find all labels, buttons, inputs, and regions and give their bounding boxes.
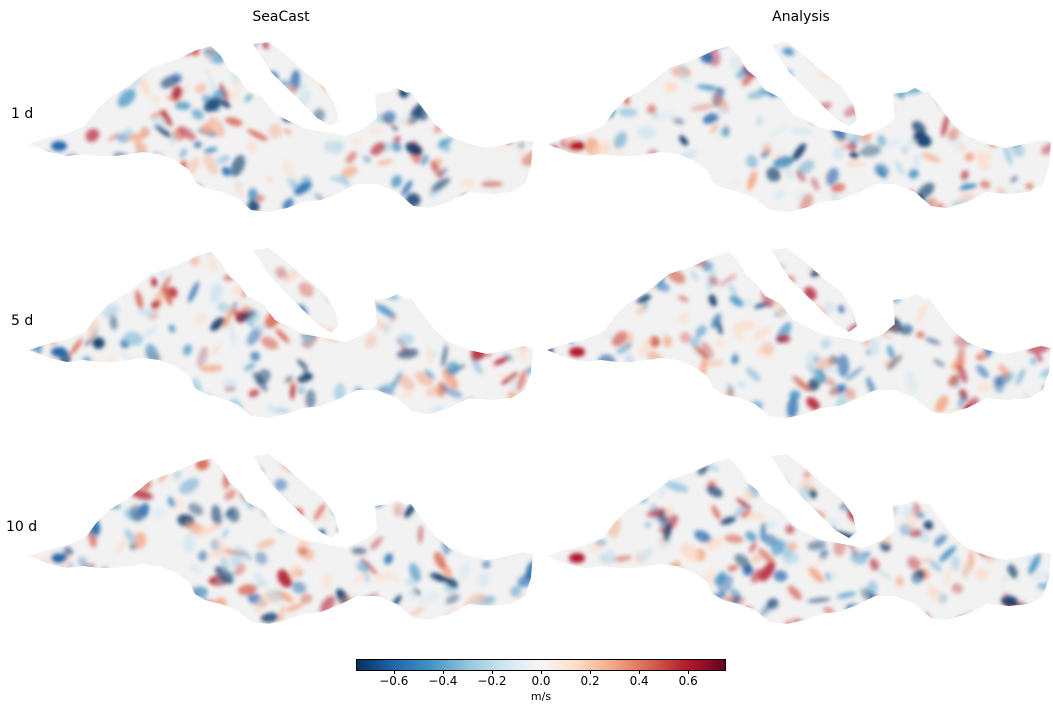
map-panel-seacast-5d: [25, 238, 537, 424]
colorbar-tick: [639, 670, 641, 674]
column-title-analysis: Analysis: [772, 9, 830, 25]
column-title-seacast: SeaCast: [252, 9, 310, 25]
colorbar: −0.6 −0.4 −0.2 0.0 0.2 0.4 0.6 m/s: [356, 659, 726, 703]
colorbar-tick: [491, 670, 493, 674]
colorbar-tick: [541, 670, 542, 674]
colorbar-tick: [688, 670, 690, 674]
map-panel-seacast-1d: [25, 32, 537, 218]
row-label-5d: 5 d: [11, 313, 34, 329]
map-image: [547, 454, 1051, 624]
colorbar-tick-label: 0.2: [580, 674, 600, 688]
colorbar-tick-label: −0.4: [428, 674, 458, 688]
colorbar-tick: [393, 670, 395, 674]
colorbar-units: m/s: [530, 690, 552, 703]
colorbar-tick: [442, 670, 444, 674]
colorbar-tick-label: 0.0: [531, 674, 551, 688]
colorbar-tick-label: 0.6: [678, 674, 698, 688]
colorbar-tick-label: −0.6: [379, 674, 409, 688]
map-panel-analysis-1d: [543, 32, 1053, 218]
row-label-1d: 1 d: [11, 106, 34, 122]
colorbar-tick-label: −0.2: [477, 674, 507, 688]
map-panel-analysis-5d: [543, 238, 1053, 424]
map-image: [29, 248, 533, 418]
map-image: [29, 42, 533, 212]
map-image: [29, 454, 533, 624]
colorbar-tick: [590, 670, 592, 674]
map-panel-analysis-10d: [543, 444, 1053, 630]
map-image: [547, 248, 1051, 418]
map-image: [547, 42, 1051, 212]
colorbar-tick-label: 0.4: [629, 674, 649, 688]
map-panel-seacast-10d: [25, 444, 537, 630]
row-label-10d: 10 d: [6, 519, 38, 535]
